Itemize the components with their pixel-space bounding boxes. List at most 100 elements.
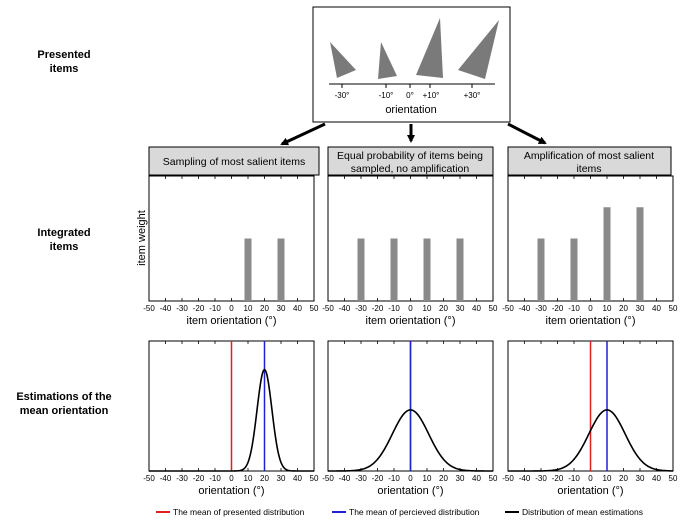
- integrated-chart-2-tick-label: 30: [456, 304, 465, 313]
- integrated-chart-2-tick-label: 20: [439, 304, 448, 313]
- estimation-chart-2-tick-label: -50: [322, 474, 334, 483]
- presented-item-minus-10: [378, 42, 397, 79]
- estimation-chart-2-tick-label: 50: [489, 474, 498, 483]
- estimation-chart-2-tick-label: -20: [372, 474, 384, 483]
- legend-label-estimation-distribution: Distribution of mean estimations: [522, 507, 643, 517]
- estimation-chart-2-tick-label: -30: [355, 474, 367, 483]
- integrated-chart-1: -50 -40 -30 -20 -10 0 10 20 30 40 50 item orientati…: [143, 175, 319, 327]
- integrated-chart-1-xlabel: item orientation (°): [187, 315, 277, 327]
- row-label-presented-1: Presented: [37, 49, 90, 61]
- integrated-chart-3-tick-label: 10: [603, 304, 612, 313]
- integrated-chart-3-tick-label: 50: [669, 304, 678, 313]
- integrated-chart-2-frame: [327, 175, 494, 302]
- legend-label-presented-mean: The mean of presented distribution: [173, 507, 305, 517]
- column-header-3: Amplification of most salient items: [507, 146, 672, 176]
- integrated-chart-2-tick-label: -20: [372, 304, 384, 313]
- estimation-chart-2-tick-label: 40: [472, 474, 481, 483]
- row-label-estimations-2: mean orientation: [20, 405, 109, 417]
- estimation-chart-3-tick-label: 20: [619, 474, 628, 483]
- legend-label-perceived-mean: The mean of percieved distribution: [349, 507, 480, 517]
- integrated-chart-2-bar: [456, 238, 464, 301]
- integrated-chart-3-tick-label: 30: [636, 304, 645, 313]
- presented-tick-plus-10: +10°: [423, 91, 440, 100]
- estimation-chart-1-tick-label: -20: [193, 474, 205, 483]
- estimation-chart-1-tick-label: 10: [244, 474, 253, 483]
- integrated-chart-1-bar: [244, 238, 252, 301]
- estimation-chart-2-estimation-curve: [328, 409, 493, 472]
- estimation-chart-2-tick-label: 10: [423, 474, 432, 483]
- integrated-chart-3-frame: [507, 175, 674, 302]
- chart-panels: -50 -40 -30 -20 -10 0 10 20 30 40 50 item orientati…: [143, 175, 678, 497]
- estimation-chart-3-tick-label: -40: [519, 474, 531, 483]
- estimation-chart-2-tick-label: -10: [388, 474, 400, 483]
- estimation-chart-3-tick-label: 0: [588, 474, 593, 483]
- integrated-ylabel: item weight: [136, 210, 148, 266]
- estimation-chart-3-tick-label: -20: [552, 474, 564, 483]
- integrated-chart-1-frame: [148, 175, 315, 302]
- presented-axis: [329, 83, 495, 88]
- integrated-chart-1-tick-label: -20: [193, 304, 205, 313]
- integrated-chart-3-xlabel: item orientation (°): [546, 315, 636, 327]
- integrated-chart-3-tick-label: -40: [519, 304, 531, 313]
- integrated-chart-3-bar: [570, 238, 578, 301]
- integrated-chart-3-bar: [603, 207, 611, 301]
- column-header-1-line-1: Sampling of most salient items: [163, 156, 305, 168]
- integrated-chart-3-tick-label: -50: [502, 304, 514, 313]
- row-label-integrated-2: items: [50, 241, 79, 253]
- integrated-chart-2-bar: [390, 238, 398, 301]
- integrated-chart-3-bar: [636, 207, 644, 301]
- integrated-chart-2-tick-label: 0: [408, 304, 413, 313]
- integrated-chart-3-tick-label: 0: [588, 304, 593, 313]
- integrated-chart-2-tick-label: -50: [322, 304, 334, 313]
- presented-item-plus-30: [458, 20, 499, 79]
- estimation-chart-1-tick-label: 50: [310, 474, 319, 483]
- integrated-chart-2: -50 -40 -30 -20 -10 0 10 20 30 40 50 item orientati…: [322, 175, 498, 327]
- estimation-chart-2-tick-label: -40: [339, 474, 351, 483]
- estimation-chart-1-estimation-curve: [149, 368, 314, 472]
- estimation-chart-2-tick-label: 20: [439, 474, 448, 483]
- estimation-chart-1-tick-label: 20: [260, 474, 269, 483]
- estimation-chart-2-tick-label: 0: [408, 474, 413, 483]
- estimation-chart-3-tick-label: 10: [603, 474, 612, 483]
- integrated-chart-2-xlabel: item orientation (°): [366, 315, 456, 327]
- integrated-chart-1-tick-label: 20: [260, 304, 269, 313]
- integrated-chart-3: -50 -40 -30 -20 -10 0 10 20 30 40 50 item orientati…: [502, 175, 678, 327]
- estimation-chart-2-tick-label: 30: [456, 474, 465, 483]
- estimation-chart-1-xlabel: orientation (°): [198, 485, 264, 497]
- integrated-chart-1-tick-label: 30: [277, 304, 286, 313]
- integrated-chart-3-tick-label: 20: [619, 304, 628, 313]
- column-header-2-line-2: sampled, no amplification: [351, 163, 470, 175]
- estimation-chart-3-tick-label: 40: [652, 474, 661, 483]
- estimation-chart-3-tick-label: -30: [535, 474, 547, 483]
- row-label-integrated-1: Integrated: [37, 227, 90, 239]
- estimation-chart-1-tick-label: -50: [143, 474, 155, 483]
- integrated-chart-1-tick-label: 50: [310, 304, 319, 313]
- estimation-chart-1-tick-label: 40: [293, 474, 302, 483]
- integrated-chart-2-tick-label: -30: [355, 304, 367, 313]
- presented-tick-zero: 0°: [406, 91, 414, 100]
- integrated-chart-3-tick-label: 40: [652, 304, 661, 313]
- column-header-1: Sampling of most salient items: [148, 146, 320, 176]
- integrated-chart-3-bar: [537, 238, 545, 301]
- estimation-chart-1-tick-label: 0: [229, 474, 234, 483]
- row-label-presented-2: items: [50, 63, 79, 75]
- presented-tick-minus-30: -30°: [335, 91, 350, 100]
- estimation-chart-1-tick-label: -10: [209, 474, 221, 483]
- presented-item-plus-10: [416, 18, 443, 78]
- presented-tick-plus-30: +30°: [464, 91, 481, 100]
- integrated-chart-3-tick-label: -10: [568, 304, 580, 313]
- integrated-chart-2-tick-label: 40: [472, 304, 481, 313]
- column-header-2-line-1: Equal probability of items being: [337, 150, 483, 162]
- estimation-chart-3-xlabel: orientation (°): [557, 485, 623, 497]
- estimation-chart-3-tick-label: -10: [568, 474, 580, 483]
- estimation-chart-3-estimation-curve: [508, 409, 674, 472]
- integrated-chart-1-bar: [277, 238, 285, 301]
- estimation-chart-3-tick-label: 50: [669, 474, 678, 483]
- estimation-chart-3-tick-label: 30: [636, 474, 645, 483]
- integrated-chart-2-bar: [357, 238, 365, 301]
- integrated-chart-2-tick-label: -10: [388, 304, 400, 313]
- estimation-chart-1: -50 -40 -30 -20 -10 0 10 20 30 40 50 orientation (°…: [143, 340, 319, 497]
- presented-tick-minus-10: -10°: [379, 91, 394, 100]
- integrated-chart-3-tick-label: -30: [535, 304, 547, 313]
